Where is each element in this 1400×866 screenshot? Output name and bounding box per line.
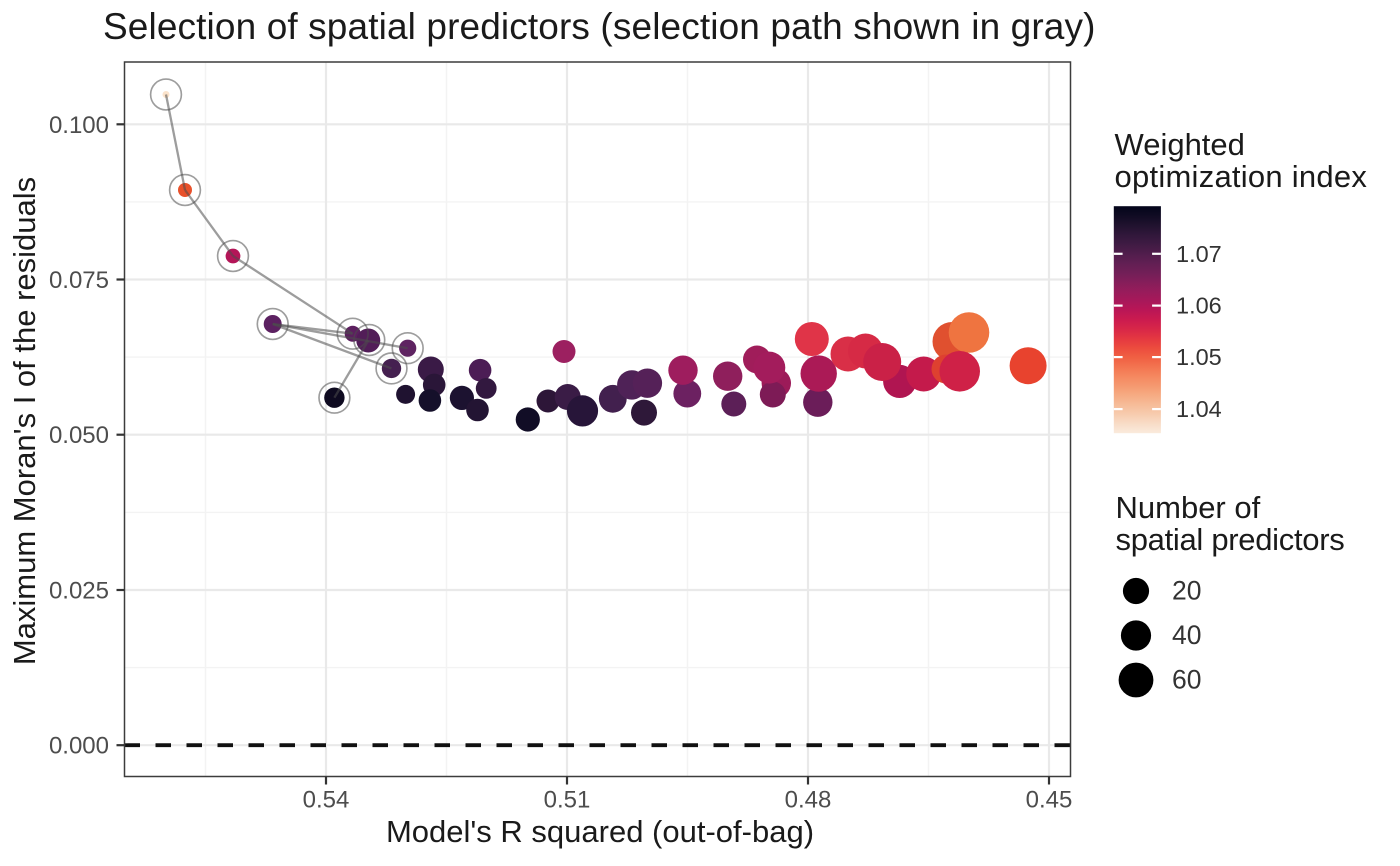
- svg-text:1.06: 1.06: [1176, 293, 1222, 319]
- svg-text:0.050: 0.050: [49, 422, 109, 449]
- svg-text:spatial predictors: spatial predictors: [1116, 522, 1345, 557]
- svg-text:0.45: 0.45: [1026, 787, 1073, 814]
- svg-text:0.075: 0.075: [49, 267, 109, 294]
- svg-text:60: 60: [1172, 665, 1201, 695]
- svg-text:Weighted: Weighted: [1115, 127, 1245, 162]
- svg-text:40: 40: [1172, 620, 1201, 650]
- svg-text:Maximum Moran's I of the resid: Maximum Moran's I of the residuals: [7, 177, 42, 665]
- svg-text:0.000: 0.000: [49, 733, 109, 760]
- svg-text:0.51: 0.51: [544, 787, 591, 814]
- svg-text:0.100: 0.100: [49, 112, 109, 139]
- svg-text:Number of: Number of: [1116, 490, 1261, 525]
- svg-text:1.05: 1.05: [1176, 344, 1222, 370]
- svg-text:0.48: 0.48: [785, 787, 832, 814]
- svg-text:20: 20: [1172, 576, 1201, 606]
- svg-text:optimization index: optimization index: [1115, 159, 1368, 194]
- svg-text:Model's R squared (out-of-bag): Model's R squared (out-of-bag): [386, 814, 814, 849]
- svg-text:1.07: 1.07: [1176, 241, 1222, 267]
- svg-text:0.54: 0.54: [303, 787, 350, 814]
- svg-text:Selection of spatial predictor: Selection of spatial predictors (selecti…: [103, 6, 1096, 47]
- svg-text:0.025: 0.025: [49, 578, 109, 605]
- svg-text:1.04: 1.04: [1176, 396, 1222, 422]
